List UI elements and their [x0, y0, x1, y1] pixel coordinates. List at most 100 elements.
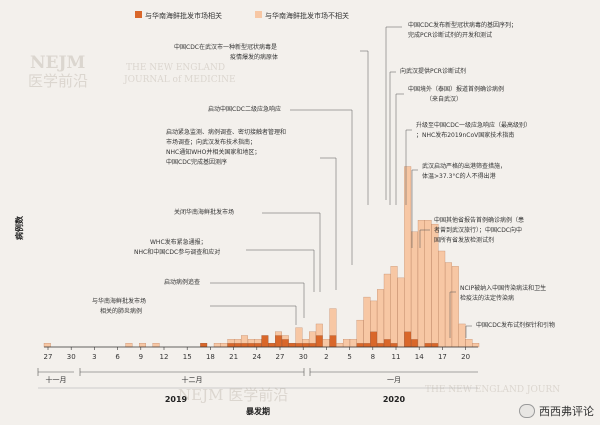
watermark-bottom-right: THE NEW ENGLAND JOURN: [425, 385, 560, 395]
annotation-3b: （来自武汉）: [426, 95, 462, 103]
bar-linked-34: [275, 335, 282, 348]
bar-linked-23: [200, 343, 208, 348]
bar-unlinked-52: [397, 277, 405, 348]
bar-unlinked-41: [322, 339, 330, 348]
month-label-dec: 十二月: [182, 375, 203, 384]
annotation-1a: 中国CDC在武汉市一种新型冠状病毒是: [174, 43, 277, 51]
bar-unlinked-27: [227, 339, 235, 344]
annotation-4: 启动中国CDC二级应急响应: [208, 105, 281, 113]
annotation-3a: 中国境外（泰国）报道首例确诊病例: [408, 85, 504, 93]
bar-unlinked-38: [302, 339, 310, 344]
x-tick-label-6: 15: [183, 353, 192, 361]
annotation-5a: 升级至中国CDC一级应急响应（最高级别）: [416, 121, 531, 129]
month-label-nov: 十一月: [46, 375, 67, 384]
bar-unlinked-59: [445, 262, 452, 348]
bar-linked-36: [288, 343, 296, 348]
annotation-leader-6: [320, 157, 337, 290]
x-tick-label-5: 12: [160, 353, 169, 361]
annotation-leader-0: [385, 26, 402, 200]
x-tick-label-8: 21: [229, 353, 238, 361]
bar-unlinked-61: [458, 323, 466, 348]
x-tick-label-13: 5: [347, 353, 351, 361]
bar-linked-47: [363, 343, 371, 348]
bar-linked-42: [329, 335, 337, 348]
annotation-texts: 中国CDC发布新型冠状病毒的基因序列； 完成PCR诊断试剂的开发和测试 中国CD…: [92, 21, 555, 329]
x-tick-label-7: 18: [206, 353, 215, 361]
year-label-2019: 2019: [165, 395, 188, 404]
bar-unlinked-44: [343, 339, 350, 348]
bar-unlinked-62: [465, 339, 473, 348]
annotation-13b: 检疫法的法定传染病: [460, 294, 514, 302]
annotation-10a: WHC发布紧急通报；: [150, 238, 207, 246]
annotation-0b: 完成PCR诊断试剂的开发和测试: [408, 31, 492, 39]
watermark-top-line2: JOURNAL of MEDICINE: [123, 75, 236, 85]
annotation-6c: NHC通知WHO并相关国家和地区；: [166, 148, 260, 156]
annotations: [210, 26, 472, 338]
bar-unlinked-55: [417, 220, 425, 348]
bar-unlinked-53: [404, 166, 412, 332]
watermark-top-line1: THE NEW ENGLAND: [126, 63, 225, 73]
bar-unlinked-58: [438, 250, 446, 348]
annotation-14: 中国CDC发布试剂探针和引物: [476, 321, 555, 329]
annotation-leader-8: [262, 212, 321, 292]
annotation-6d: 中国CDC完成基因测序: [166, 158, 227, 166]
annotation-leader-3: [395, 93, 404, 205]
bar-linked-51: [390, 343, 398, 348]
bar-unlinked-45: [349, 339, 357, 348]
bar-unlinked-16: [152, 343, 160, 348]
legend-swatch-linked: [135, 11, 142, 18]
bar-unlinked-47: [363, 296, 371, 344]
annotation-leader-5: [405, 129, 412, 205]
bar-linked-46: [356, 343, 364, 348]
bar-unlinked-28: [234, 339, 242, 344]
bar-linked-30: [247, 343, 255, 348]
x-ticks-group: 27 30 3 6 9 12 15 18 21 24 27 30 2 5 8 11 14 17 20: [44, 347, 470, 361]
bar-linked-27: [227, 343, 235, 348]
bar-unlinked-12: [125, 343, 133, 348]
annotation-2: 向武汉提供PCR诊断试剂: [400, 67, 466, 75]
annotation-leader-12: [210, 305, 297, 325]
x-tick-label-14: 8: [371, 353, 375, 361]
x-tick-label-17: 17: [438, 353, 447, 361]
bar-unlinked-29: [241, 335, 248, 344]
bar-unlinked-14: [139, 343, 146, 348]
bar-unlinked-25: [213, 343, 221, 348]
bar-unlinked-49: [377, 289, 384, 344]
bar-unlinked-50: [383, 273, 391, 340]
annotation-5b: ；NHC发布2019nCoV国家技术指南: [416, 131, 514, 139]
annotation-6b: 市场调查；向武汉发布技术指南；: [166, 138, 256, 146]
annotation-0a: 中国CDC发布新型冠状病毒的基因序列；: [408, 21, 517, 29]
bar-linked-35: [281, 339, 289, 348]
annotation-7b: 体温>37.3°C的人不得出港: [422, 172, 496, 180]
x-tick-label-18: 20: [461, 353, 470, 361]
annotation-leader-1: [360, 50, 369, 205]
bar-unlinked-48: [370, 300, 378, 332]
bar-linked-40: [315, 335, 323, 348]
x-tick-label-3: 6: [115, 353, 120, 361]
bar-linked-39: [309, 343, 316, 348]
annotation-leader-9: [419, 229, 430, 248]
bar-unlinked-0: [43, 343, 51, 348]
annotation-leader-4: [290, 109, 353, 265]
wechat-icon: [519, 404, 535, 418]
watermark-nejm-bottom: NEJM 医学前沿: [178, 386, 288, 404]
x-tick-label-12: 2: [324, 353, 328, 361]
x-axis-title: 暴发期: [245, 406, 270, 416]
brand-badge: 西西弗评论: [519, 403, 594, 419]
bar-unlinked-26: [220, 343, 228, 348]
x-tick-label-11: 30: [299, 353, 308, 361]
annotation-9c: 国所有省发放检测试剂: [434, 236, 494, 244]
annotation-leader-10: [246, 249, 315, 292]
annotation-12b: 相关的肺炎病例: [100, 307, 142, 315]
bar-linked-49: [377, 343, 384, 348]
bar-unlinked-30: [247, 339, 255, 344]
bar-linked-37: [295, 343, 303, 348]
legend: 与华南海鲜批发市场相关 与华南海鲜批发市场不相关: [135, 11, 349, 20]
bar-unlinked-31: [254, 339, 262, 344]
annotation-9b: 者曾到武汉旅行）；中国CDC向中: [434, 226, 522, 234]
watermark-nejm-left-cn: 医学前沿: [28, 72, 88, 90]
bar-linked-38: [302, 343, 310, 348]
bar-linked-50: [383, 339, 391, 348]
legend-swatch-unlinked: [255, 11, 262, 18]
legend-label-linked: 与华南海鲜批发市场相关: [145, 11, 222, 20]
